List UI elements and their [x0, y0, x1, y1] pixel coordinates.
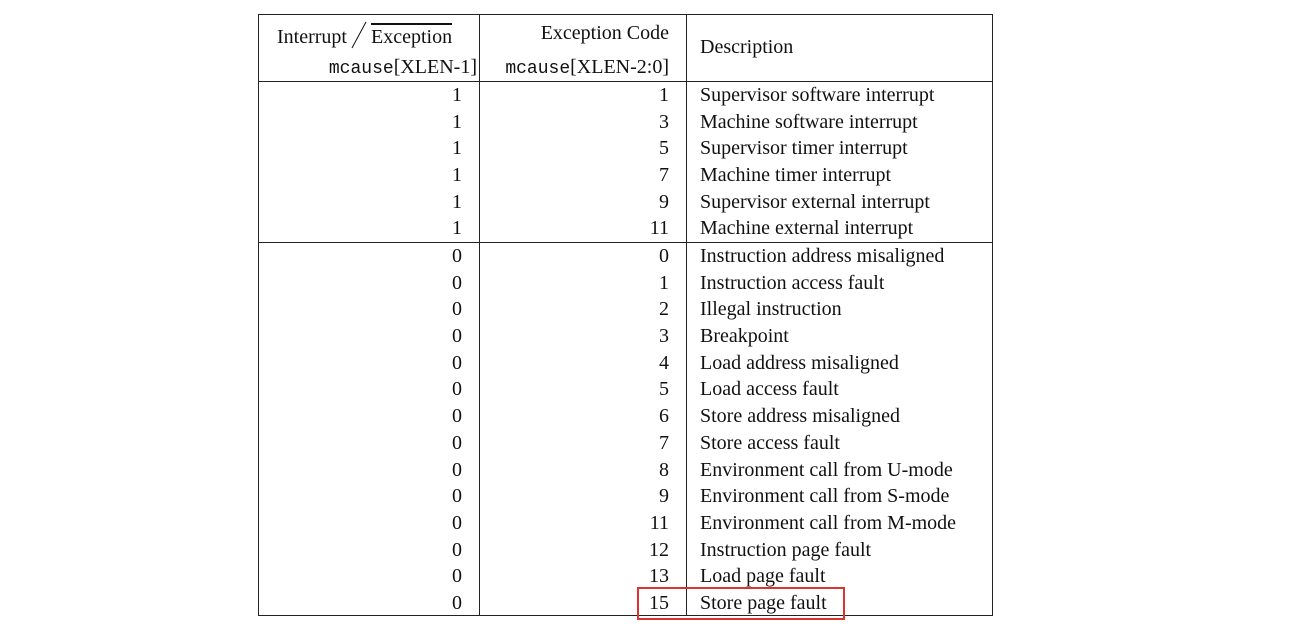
code-cell: 4	[659, 351, 669, 374]
table-row: 0 1 Instruction access fault	[259, 270, 992, 297]
table-row: 0 8 Environment call from U-mode	[259, 457, 992, 484]
table-row: 0 11 Environment call from M-mode	[259, 510, 992, 537]
interrupt-cell: 0	[452, 511, 462, 534]
description-cell: Machine timer interrupt	[700, 164, 892, 187]
code-cell: 11	[649, 511, 669, 534]
code-cell: 9	[659, 485, 669, 508]
table-row: 0 0 Instruction address misaligned	[259, 243, 992, 270]
description-cell: Environment call from S-mode	[700, 485, 950, 508]
header-mcause-xlen-1: mcause[XLEN-1]	[329, 55, 477, 81]
description-cell: Instruction page fault	[700, 538, 872, 561]
code-cell: 3	[659, 325, 669, 348]
description-cell: Instruction address misaligned	[700, 245, 945, 267]
table-row: 0 13 Load page fault	[259, 563, 992, 590]
code-cell: 3	[659, 110, 669, 133]
table-row: 1 3 Machine software interrupt	[259, 109, 992, 136]
code-cell: 2	[659, 298, 669, 321]
table-row: 0 15 Store page fault	[259, 590, 992, 617]
interrupt-cell: 1	[452, 110, 462, 133]
table-row: 0 7 Store access fault	[259, 430, 992, 457]
description-cell: Supervisor software interrupt	[700, 84, 935, 106]
mcause-table: Interrupt Exception mcause[XLEN-1] Except…	[258, 14, 993, 616]
description-cell: Load access fault	[700, 378, 839, 401]
header-exception-code: Exception Code	[540, 22, 669, 44]
table-row: 0 5 Load access fault	[259, 376, 992, 403]
column-divider	[479, 15, 480, 615]
interrupt-cell: 1	[452, 190, 462, 213]
code-cell: 8	[659, 458, 669, 481]
code-cell: 15	[649, 591, 669, 614]
interrupt-cell: 0	[452, 565, 462, 588]
interrupt-cell: 0	[452, 245, 462, 267]
interrupt-rows: 1 1 Supervisor software interrupt 1 3 Ma…	[259, 82, 992, 242]
header-description: Description	[700, 36, 794, 58]
description-cell: Store address misaligned	[700, 405, 900, 428]
code-cell: 12	[649, 538, 669, 561]
header-interrupt-label: Interrupt	[277, 26, 347, 48]
code-cell: 7	[659, 164, 669, 187]
code-cell: 1	[659, 84, 669, 106]
interrupt-cell: 1	[452, 164, 462, 187]
description-cell: Supervisor timer interrupt	[700, 137, 908, 160]
table-row: 1 5 Supervisor timer interrupt	[259, 135, 992, 162]
interrupt-cell: 1	[452, 84, 462, 106]
header-mcause-mono-2: mcause	[505, 59, 571, 79]
code-cell: 0	[659, 245, 669, 267]
header-mcause-mono-1: mcause	[328, 59, 394, 79]
header-xlen-2-0: [XLEN-2:0]	[570, 56, 669, 78]
header-mcause-xlen-2: mcause[XLEN-2:0]	[505, 55, 669, 81]
code-cell: 7	[659, 431, 669, 454]
interrupt-cell: 0	[452, 325, 462, 348]
description-cell: Breakpoint	[700, 325, 789, 348]
table-row: 0 2 Illegal instruction	[259, 296, 992, 323]
interrupt-cell: 0	[452, 485, 462, 508]
table-row: 0 4 Load address misaligned	[259, 350, 992, 377]
table-row: 1 9 Supervisor external interrupt	[259, 189, 992, 216]
interrupt-cell: 0	[452, 591, 462, 614]
code-cell: 9	[659, 190, 669, 213]
table-row: 1 1 Supervisor software interrupt	[259, 82, 992, 109]
interrupt-cell: 0	[452, 271, 462, 294]
description-cell: Load page fault	[700, 565, 826, 588]
code-cell: 11	[649, 217, 669, 240]
description-cell: Machine external interrupt	[700, 217, 914, 240]
table-row: 0 6 Store address misaligned	[259, 403, 992, 430]
table-row: 0 3 Breakpoint	[259, 323, 992, 350]
code-cell: 5	[659, 378, 669, 401]
description-cell: Load address misaligned	[700, 351, 899, 374]
interrupt-cell: 0	[452, 431, 462, 454]
exception-rows: 0 0 Instruction address misaligned 0 1 I…	[259, 243, 992, 617]
description-cell: Illegal instruction	[700, 298, 842, 321]
description-cell: Instruction access fault	[700, 271, 885, 294]
code-cell: 6	[659, 405, 669, 428]
description-cell: Environment call from U-mode	[700, 458, 953, 481]
code-cell: 1	[659, 271, 669, 294]
interrupt-cell: 1	[452, 217, 462, 240]
description-cell: Supervisor external interrupt	[700, 190, 930, 213]
description-cell: Machine software interrupt	[700, 110, 918, 133]
interrupt-cell: 0	[452, 538, 462, 561]
group-divider	[259, 242, 992, 243]
header-divider	[259, 81, 992, 82]
interrupt-cell: 0	[452, 458, 462, 481]
slash-separator	[349, 21, 369, 49]
description-cell: Store page fault	[700, 591, 827, 614]
description-cell: Environment call from M-mode	[700, 511, 957, 534]
table-row: 1 11 Machine external interrupt	[259, 215, 992, 242]
header-xlen-1: [XLEN-1]	[393, 56, 477, 78]
table-row: 0 9 Environment call from S-mode	[259, 483, 992, 510]
interrupt-cell: 0	[452, 351, 462, 374]
header-interrupt-exception: Interrupt Exception	[277, 21, 453, 49]
table-row: 1 7 Machine timer interrupt	[259, 162, 992, 189]
header-exception-label: Exception	[370, 23, 453, 48]
table-row: 0 12 Instruction page fault	[259, 537, 992, 564]
interrupt-cell: 0	[452, 378, 462, 401]
description-cell: Store access fault	[700, 431, 840, 454]
column-divider	[686, 15, 687, 615]
code-cell: 5	[659, 137, 669, 160]
interrupt-cell: 0	[452, 405, 462, 428]
interrupt-cell: 0	[452, 298, 462, 321]
code-cell: 13	[649, 565, 669, 588]
interrupt-cell: 1	[452, 137, 462, 160]
